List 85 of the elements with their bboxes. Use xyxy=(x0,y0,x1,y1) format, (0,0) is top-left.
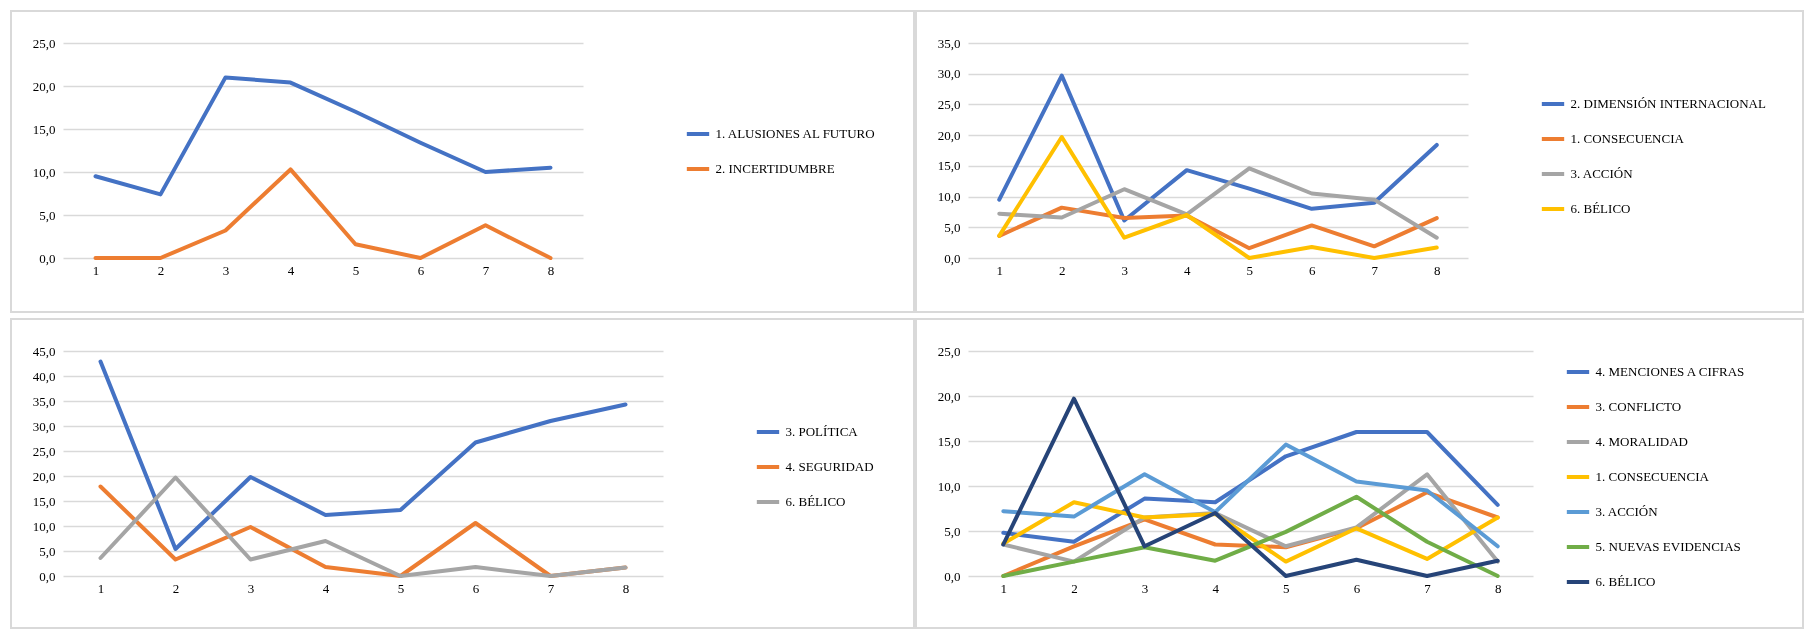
x-tick-label: 8 xyxy=(622,580,630,596)
legend-label: 3. CONFLICTO xyxy=(1595,399,1682,414)
x-tick-label: 1 xyxy=(92,262,100,278)
y-tick-label: 40,0 xyxy=(32,368,56,384)
x-tick-label: 6 xyxy=(1309,262,1316,278)
x-tick-label: 5 xyxy=(1283,580,1290,596)
line-series xyxy=(93,167,553,260)
legend-label: 1. CONSECUENCIA xyxy=(1595,469,1710,484)
legend-label: 3. POLÍTICA xyxy=(785,424,859,439)
x-tick-label: 6 xyxy=(472,580,480,596)
y-tick-label: 15,0 xyxy=(937,433,961,449)
x-tick-label: 7 xyxy=(482,262,490,278)
y-tick-label: 35,0 xyxy=(32,393,56,409)
y-tick-label: 25,0 xyxy=(937,343,961,359)
x-tick-label: 7 xyxy=(547,580,555,596)
x-tick-label: 8 xyxy=(1434,262,1441,278)
x-tick-label: 8 xyxy=(547,262,555,278)
x-tick-label: 1 xyxy=(97,580,105,596)
legend-label: 1. CONSECUENCIA xyxy=(1570,131,1685,146)
x-tick-label: 5 xyxy=(352,262,360,278)
y-tick-label: 5,0 xyxy=(39,543,56,559)
x-tick-label: 8 xyxy=(1494,580,1502,596)
x-tick-label: 3 xyxy=(1121,262,1128,278)
x-tick-label: 2 xyxy=(172,580,180,596)
line-series xyxy=(997,166,1439,240)
y-tick-label: 25,0 xyxy=(32,35,56,51)
x-tick-label: 7 xyxy=(1424,580,1432,596)
y-tick-label: 10,0 xyxy=(937,478,961,494)
y-tick-label: 20,0 xyxy=(937,388,961,404)
x-tick-label: 6 xyxy=(1353,580,1361,596)
y-tick-label: 25,0 xyxy=(32,443,56,459)
y-tick-label: 0,0 xyxy=(39,568,56,584)
x-tick-label: 1 xyxy=(1000,580,1008,596)
x-tick-label: 2 xyxy=(157,262,165,278)
legend-label: 3. ACCIÓN xyxy=(1570,166,1634,181)
y-tick-label: 30,0 xyxy=(32,418,56,434)
y-tick-label: 15,0 xyxy=(32,121,56,137)
y-tick-label: 35,0 xyxy=(937,35,961,51)
x-tick-label: 3 xyxy=(247,580,255,596)
x-tick-label: 2 xyxy=(1059,262,1066,278)
y-tick-label: 10,0 xyxy=(32,164,56,180)
x-tick-label: 4 xyxy=(287,262,295,278)
x-tick-label: 4 xyxy=(322,580,330,596)
x-tick-label: 1 xyxy=(996,262,1003,278)
y-tick-label: 5,0 xyxy=(944,219,961,235)
line-series xyxy=(98,359,628,551)
x-tick-label: 5 xyxy=(1246,262,1253,278)
y-tick-label: 20,0 xyxy=(32,468,56,484)
y-tick-label: 5,0 xyxy=(39,207,56,223)
x-tick-label: 2 xyxy=(1071,580,1078,596)
x-tick-label: 4 xyxy=(1212,580,1220,596)
x-tick-label: 5 xyxy=(397,580,405,596)
y-tick-label: 0,0 xyxy=(39,250,56,266)
line-series xyxy=(93,75,553,197)
legend-label: 3. ACCIÓN xyxy=(1595,504,1659,519)
x-tick-label: 3 xyxy=(1141,580,1149,596)
legend-label: 6. BÉLICO xyxy=(785,494,846,509)
y-tick-label: 0,0 xyxy=(944,250,961,266)
x-tick-label: 6 xyxy=(417,262,425,278)
y-tick-label: 20,0 xyxy=(937,127,961,143)
y-tick-label: 10,0 xyxy=(32,518,56,534)
legend-label: 2. INCERTIDUMBRE xyxy=(715,161,835,176)
y-tick-label: 15,0 xyxy=(937,158,961,174)
y-tick-label: 20,0 xyxy=(32,78,56,94)
y-tick-label: 25,0 xyxy=(937,96,961,112)
legend-label: 6. BÉLICO xyxy=(1570,201,1631,216)
legend-label: 5. NUEVAS EVIDENCIAS xyxy=(1595,539,1741,554)
legend-label: 4. MENCIONES A CIFRAS xyxy=(1595,364,1745,379)
line-series xyxy=(997,134,1439,260)
legend-label: 4. SEGURIDAD xyxy=(785,459,874,474)
x-tick-label: 3 xyxy=(222,262,230,278)
legend-label: 1. ALUSIONES AL FUTURO xyxy=(715,126,875,141)
y-tick-label: 30,0 xyxy=(937,66,961,82)
line-series xyxy=(997,73,1439,223)
y-tick-label: 5,0 xyxy=(944,523,961,539)
legend-label: 4. MORALIDAD xyxy=(1595,434,1688,449)
y-tick-label: 0,0 xyxy=(944,568,961,584)
y-tick-label: 45,0 xyxy=(32,343,56,359)
line-series xyxy=(1001,396,1500,578)
y-tick-label: 15,0 xyxy=(32,493,56,509)
legend-label: 2. DIMENSIÓN INTERNACIONAL xyxy=(1570,96,1766,111)
y-tick-label: 10,0 xyxy=(937,189,961,205)
x-tick-label: 7 xyxy=(1371,262,1379,278)
x-tick-label: 4 xyxy=(1184,262,1191,278)
legend-label: 6. BÉLICO xyxy=(1595,574,1656,589)
